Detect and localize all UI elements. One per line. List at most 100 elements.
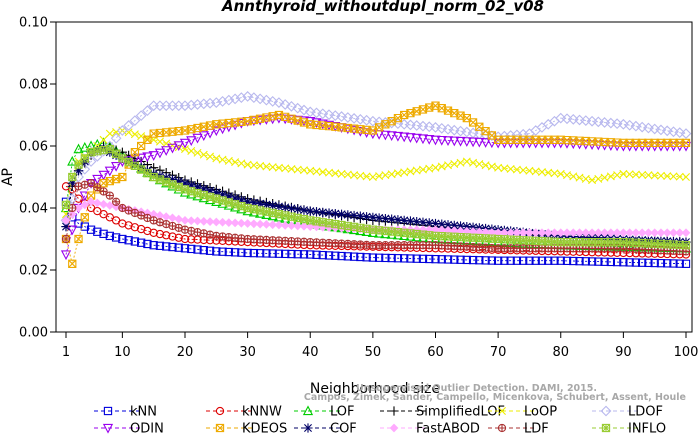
- data-point: [306, 166, 315, 175]
- watermark-line-1: Campos, Zimek, Sander, Campello, Micenko…: [304, 392, 686, 403]
- data-point: [255, 249, 265, 258]
- data-point: [224, 156, 233, 165]
- data-point: [193, 148, 202, 157]
- data-point: [587, 257, 597, 266]
- data-point: [193, 188, 202, 198]
- data-point: [249, 219, 259, 229]
- x-tick-label: 40: [302, 345, 319, 360]
- watermark-line-2: Unsupervised Outlier Detection. DAMI, 20…: [356, 383, 597, 394]
- data-point: [155, 137, 164, 146]
- data-point: [368, 253, 378, 262]
- legend-marker: [302, 405, 314, 416]
- data-point: [230, 200, 240, 209]
- data-point: [187, 235, 196, 244]
- data-point: [280, 220, 290, 230]
- data-point: [475, 256, 484, 265]
- data-point: [235, 92, 247, 104]
- data-point: [581, 257, 590, 266]
- data-point: [381, 253, 390, 263]
- data-point: [287, 249, 296, 259]
- data-point: [304, 106, 316, 118]
- data-point: [393, 215, 403, 225]
- legend-label: kNN: [130, 405, 157, 420]
- data-point: [99, 229, 108, 238]
- data-point: [261, 94, 272, 106]
- data-point: [93, 227, 102, 236]
- data-point: [494, 163, 503, 172]
- data-point: [181, 145, 189, 154]
- data-point: [437, 162, 446, 171]
- data-point: [400, 254, 409, 263]
- data-point: [506, 164, 515, 173]
- data-point: [392, 131, 404, 142]
- data-point: [431, 255, 440, 264]
- data-point: [325, 168, 334, 177]
- data-point: [324, 208, 334, 218]
- data-point: [519, 166, 528, 175]
- series-knn: [61, 197, 691, 268]
- data-point: [663, 259, 672, 268]
- data-point: [255, 199, 265, 209]
- data-point: [298, 104, 310, 116]
- data-point: [593, 233, 603, 243]
- data-point: [230, 218, 240, 228]
- data-point: [116, 125, 128, 136]
- data-point: [262, 220, 271, 229]
- data-point: [644, 171, 653, 180]
- data-point: [606, 228, 616, 238]
- x-tick-label: 10: [114, 345, 131, 360]
- data-point: [229, 120, 241, 131]
- data-point: [481, 256, 490, 265]
- data-point: [111, 149, 121, 158]
- data-point: [179, 138, 191, 149]
- data-point: [174, 176, 184, 186]
- data-point: [118, 172, 127, 182]
- data-point: [587, 228, 597, 238]
- data-point: [461, 126, 473, 138]
- data-point: [249, 248, 259, 258]
- legend-item-lof: LOF: [294, 405, 355, 420]
- data-point: [279, 99, 291, 110]
- data-point: [135, 110, 147, 121]
- data-point: [349, 210, 359, 221]
- data-point: [618, 228, 628, 238]
- x-axis-label: Neighborhood size: [310, 381, 440, 397]
- data-point: [487, 162, 496, 171]
- legend-item-odin: ODIN: [94, 422, 164, 434]
- data-point: [149, 228, 158, 237]
- data-point: [637, 228, 647, 238]
- data-point: [186, 180, 196, 190]
- data-point: [625, 170, 634, 179]
- data-point: [142, 152, 153, 163]
- data-point: [193, 245, 202, 254]
- data-point: [67, 155, 78, 166]
- data-point: [111, 197, 121, 206]
- x-tick-label: 1: [62, 345, 70, 360]
- data-point: [130, 237, 140, 246]
- data-point: [231, 158, 240, 167]
- data-point: [173, 141, 184, 151]
- data-point: [487, 256, 497, 265]
- data-point: [218, 217, 227, 227]
- data-point: [61, 234, 71, 244]
- data-point: [636, 121, 648, 133]
- data-point: [99, 135, 108, 144]
- data-point: [243, 160, 252, 169]
- data-point: [342, 124, 353, 135]
- data-point: [606, 172, 615, 181]
- data-point: [613, 171, 622, 180]
- data-point: [66, 193, 78, 205]
- data-point: [61, 222, 71, 232]
- legend-label: LDOF: [628, 405, 663, 420]
- data-point: [442, 136, 454, 147]
- data-point: [162, 231, 171, 240]
- data-point: [674, 127, 686, 139]
- data-point: [362, 172, 371, 181]
- data-point: [406, 254, 415, 263]
- data-point: [74, 160, 83, 169]
- data-point: [299, 166, 308, 175]
- legend-label: LOF: [330, 405, 355, 420]
- legend-marker: [303, 423, 313, 433]
- data-point: [468, 255, 478, 265]
- data-point: [361, 114, 372, 126]
